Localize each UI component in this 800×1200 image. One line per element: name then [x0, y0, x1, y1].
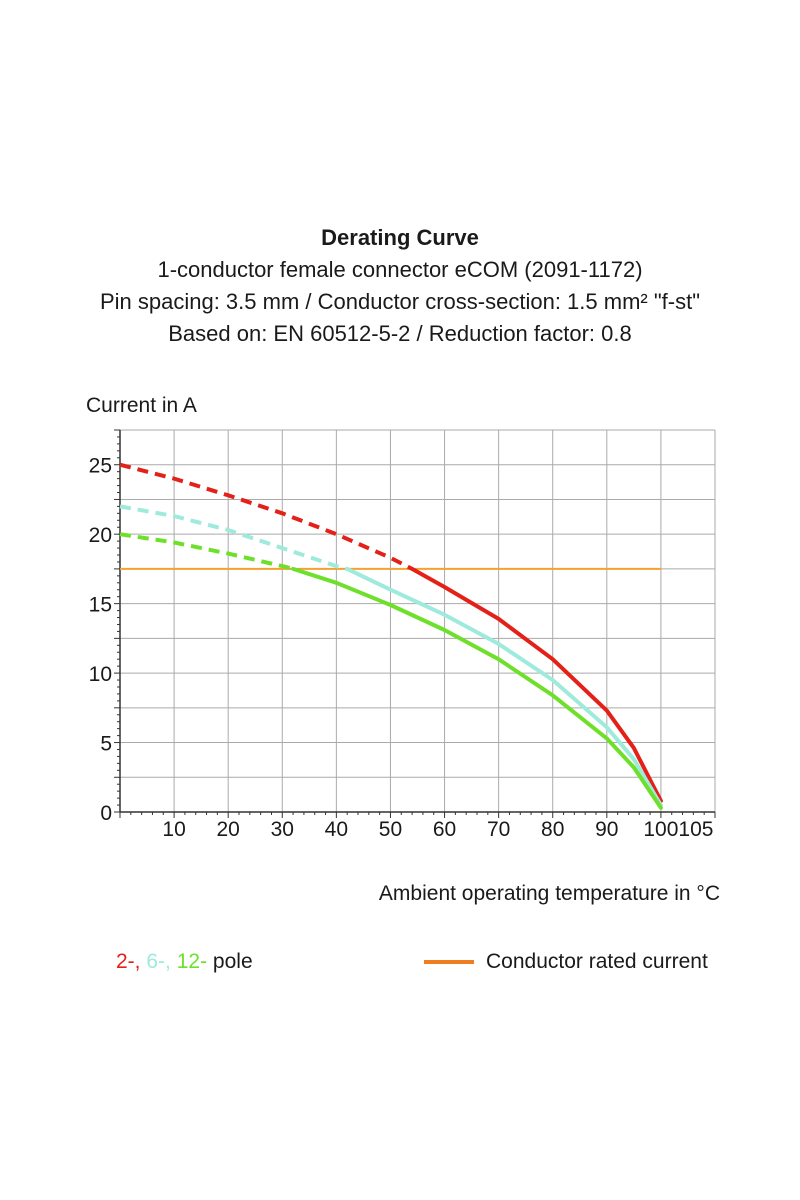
legend-poles: 2-, 6-, 12- pole — [116, 950, 253, 974]
legend-pole-suffix: pole — [212, 950, 253, 973]
x-tick-label: 100 — [643, 818, 678, 841]
chart-title: Derating Curve — [321, 225, 479, 250]
legend-rated-label: Conductor rated current — [486, 950, 708, 973]
chart-subtitle-1: 1-conductor female connector eCOM (2091-… — [157, 257, 643, 282]
x-tick-label: 105 — [678, 818, 713, 841]
curve-12-pole-dashed — [119, 532, 294, 571]
chart-axes — [114, 429, 716, 818]
x-tick-label: 20 — [217, 818, 240, 841]
x-tick-label: 10 — [162, 818, 185, 841]
x-tick-label: 80 — [541, 818, 564, 841]
curve-6-pole-dashed — [119, 504, 348, 571]
y-axis-label: Current in A — [86, 394, 197, 417]
legend-rated-line — [424, 960, 474, 964]
legend-rated-current: Conductor rated current — [424, 950, 708, 974]
curve-2-pole-dashed — [119, 462, 414, 571]
x-tick-label: 50 — [379, 818, 402, 841]
x-axis-label: Ambient operating temperature in °C — [378, 882, 720, 905]
y-tick-label: 5 — [100, 733, 112, 756]
chart-grid — [120, 429, 716, 812]
x-tick-label: 60 — [433, 818, 456, 841]
y-tick-label: 20 — [89, 524, 112, 547]
y-tick-label: 10 — [89, 663, 112, 686]
x-tick-label: 30 — [271, 818, 294, 841]
y-tick-label: 25 — [89, 455, 112, 478]
x-tick-label: 70 — [487, 818, 510, 841]
legend-12-pole: 12- — [176, 950, 208, 973]
legend-6-pole: 6-, — [146, 950, 171, 973]
tick-labels: 0 5 10 15 20 25 10 20 30 40 50 60 70 80 90 100 105 — [89, 455, 714, 841]
chart-subtitle-3: Based on: EN 60512-5-2 / Reduction facto… — [168, 321, 632, 346]
curve-2-pole-solid — [410, 566, 663, 803]
x-tick-label: 90 — [595, 818, 618, 841]
x-tick-label: 40 — [325, 818, 348, 841]
curve-6-pole-solid — [345, 566, 663, 808]
series-layer — [119, 462, 663, 810]
chart-titles: Derating Curve 1-conductor female connec… — [0, 222, 800, 350]
curve-12-pole-solid — [291, 566, 663, 810]
legend-2-pole: 2-, — [116, 950, 141, 973]
chart-subtitle-2: Pin spacing: 3.5 mm / Conductor cross-se… — [99, 289, 701, 314]
y-tick-label: 0 — [100, 802, 112, 825]
y-tick-label: 15 — [89, 594, 112, 617]
